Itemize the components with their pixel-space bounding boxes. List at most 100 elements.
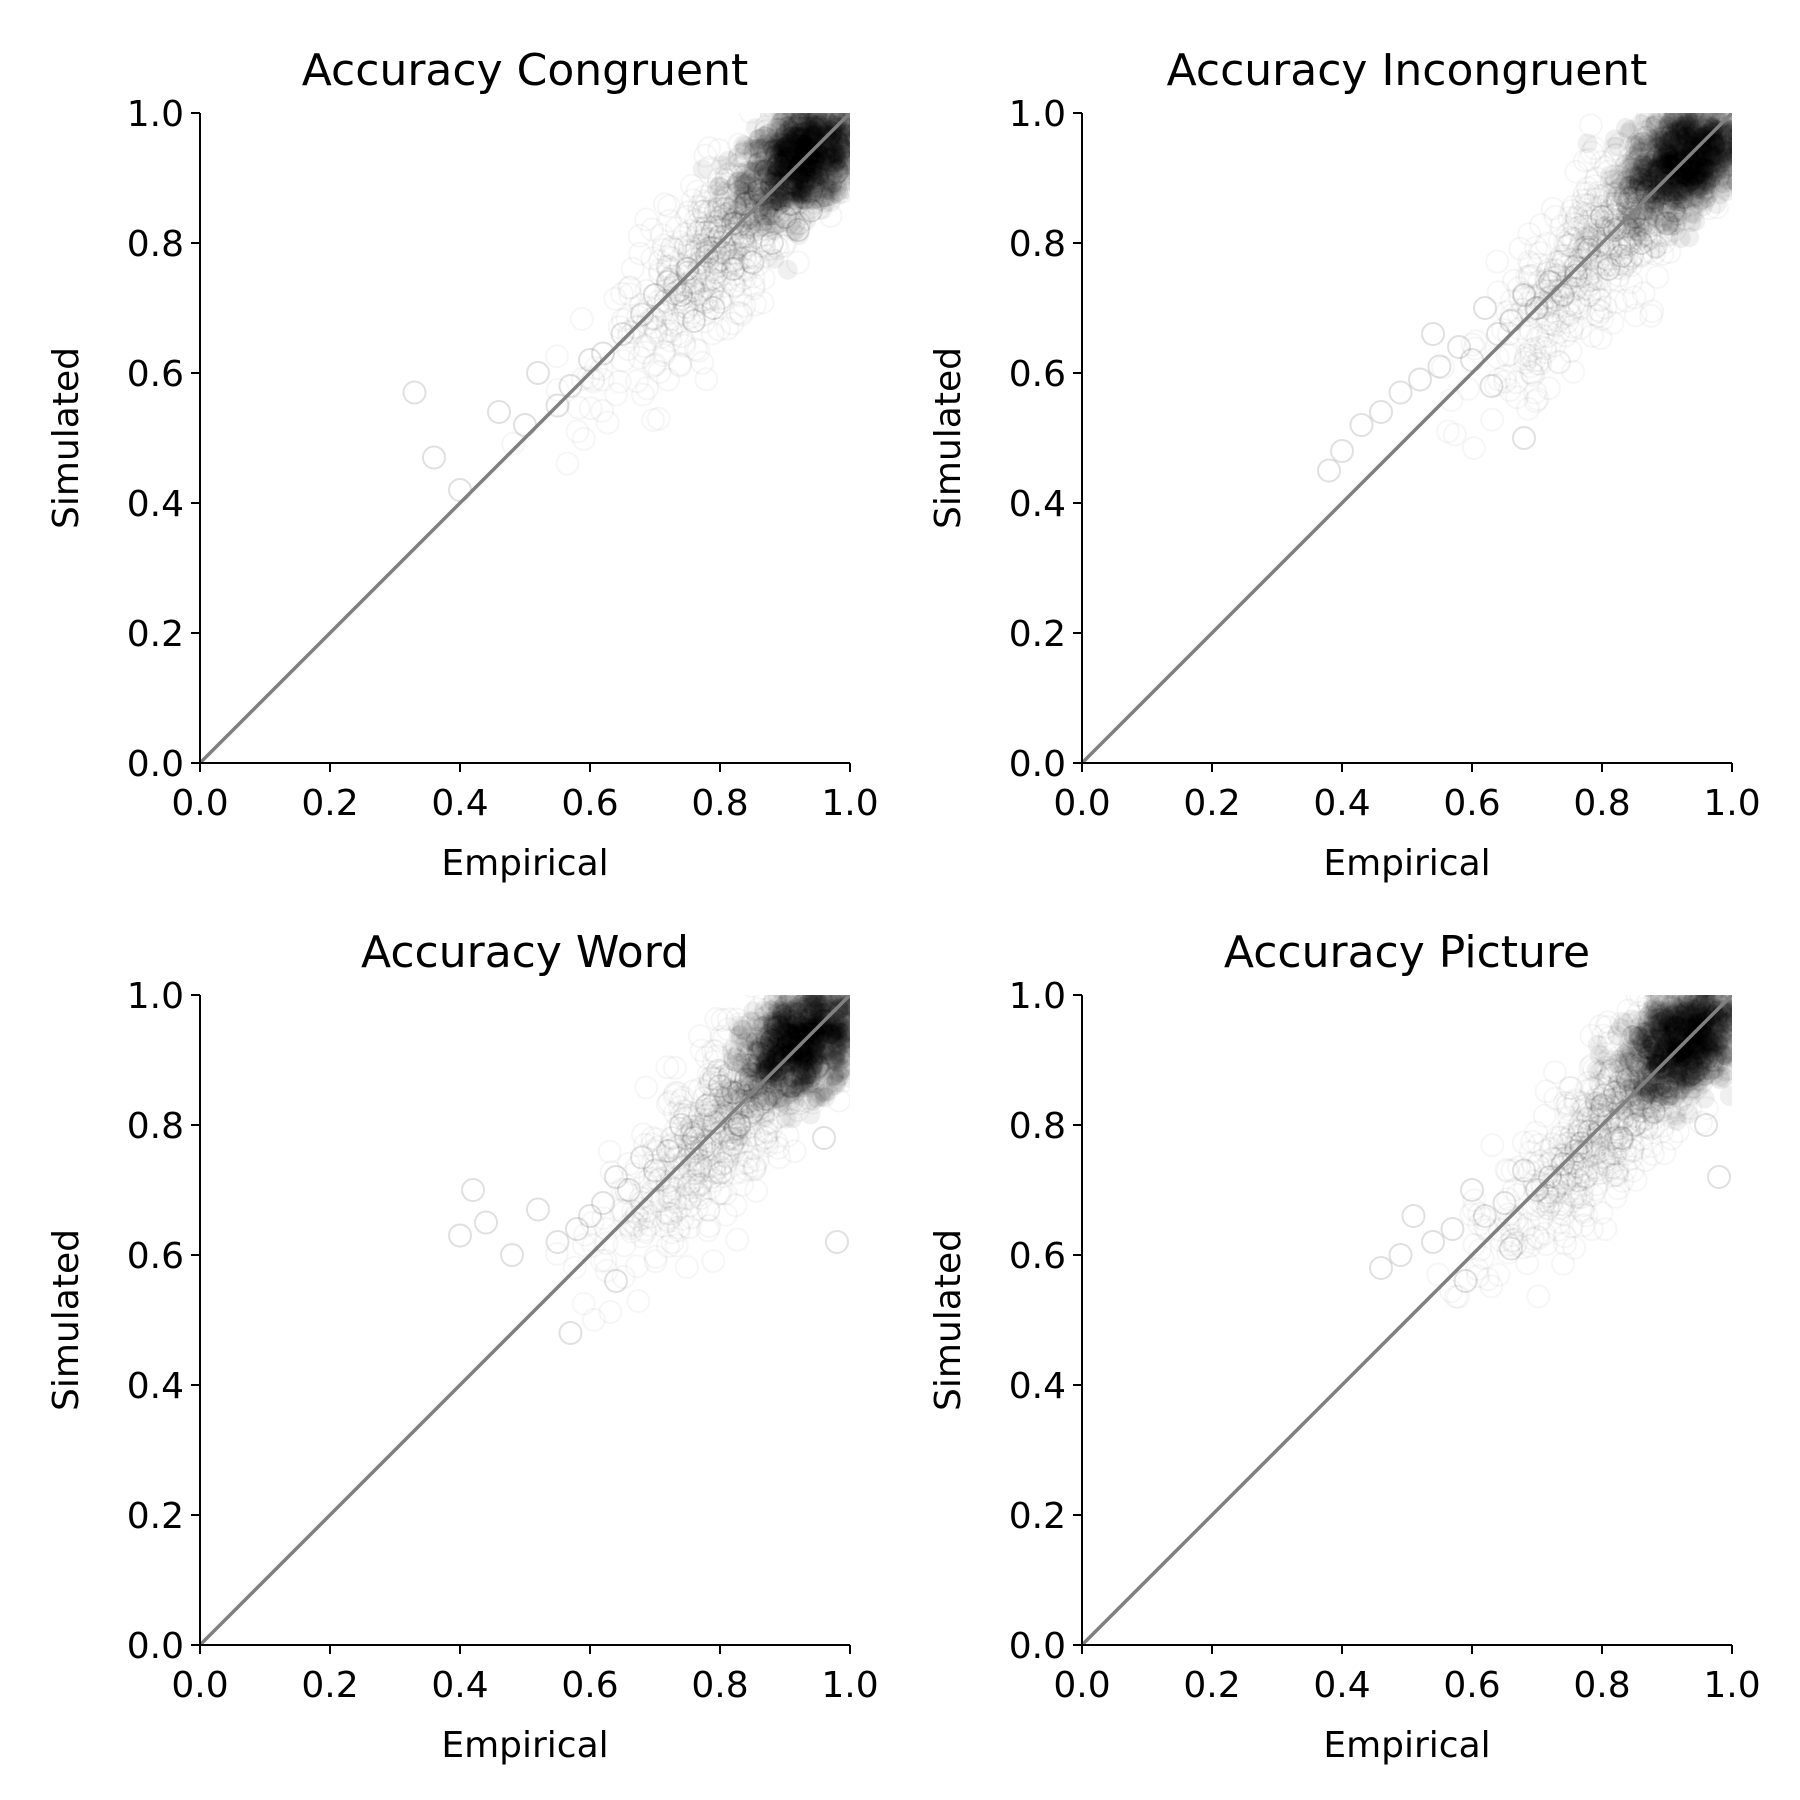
data-point xyxy=(1642,185,1666,210)
data-point xyxy=(1460,1178,1484,1202)
data-point xyxy=(1642,1100,1666,1124)
x-axis-label: Empirical xyxy=(1323,1725,1490,1766)
x-axis-label: Empirical xyxy=(441,843,608,884)
data-point xyxy=(487,400,511,424)
data-point xyxy=(760,231,784,255)
identity-line xyxy=(1082,113,1732,763)
data-point xyxy=(812,146,836,171)
y-axis-label: Simulated xyxy=(46,1229,87,1411)
data-point xyxy=(1453,1269,1478,1293)
data-point xyxy=(617,1178,641,1202)
data-point xyxy=(1447,335,1471,359)
data-point xyxy=(779,1074,804,1098)
x-tick-label: 0.0 xyxy=(1053,783,1110,824)
data-point xyxy=(1590,1093,1614,1118)
plot-area xyxy=(200,113,850,763)
data-point xyxy=(422,445,446,470)
x-tick-label: 0.0 xyxy=(171,1665,228,1706)
data-point xyxy=(1674,127,1699,151)
y-tick-label: 0.0 xyxy=(127,1626,184,1667)
plot-area xyxy=(200,995,850,1645)
x-axis-label: Empirical xyxy=(1323,843,1490,884)
y-tick-label: 0.8 xyxy=(127,1106,184,1147)
data-point xyxy=(565,1217,589,1241)
data-point xyxy=(1564,1139,1588,1163)
data-point xyxy=(740,1100,765,1124)
data-point xyxy=(825,159,849,184)
y-tick-label: 0.6 xyxy=(1009,354,1066,395)
data-point xyxy=(461,1178,485,1202)
data-point xyxy=(799,198,823,223)
data-point xyxy=(1661,198,1686,223)
data-point xyxy=(1479,374,1504,398)
x-tick-label: 0.6 xyxy=(1443,1665,1500,1706)
data-point xyxy=(734,1067,758,1092)
data-point xyxy=(1635,179,1660,203)
plot-area xyxy=(1082,113,1732,763)
y-tick-label: 0.2 xyxy=(127,1496,184,1537)
x-tick-label: 1.0 xyxy=(821,783,878,824)
data-point xyxy=(786,127,810,151)
y-tick-label: 0.4 xyxy=(127,484,184,525)
plot-area xyxy=(1082,995,1732,1645)
data-point xyxy=(1401,1204,1426,1228)
x-axis-label: Empirical xyxy=(441,1725,608,1766)
y-tick-label: 0.2 xyxy=(1009,614,1066,655)
data-point xyxy=(1596,257,1621,281)
data-point xyxy=(558,1321,583,1345)
data-point xyxy=(630,1145,654,1170)
x-tick-label: 0.2 xyxy=(1183,1665,1240,1706)
x-tick-label: 0.4 xyxy=(431,783,488,824)
x-tick-label: 0.6 xyxy=(561,1665,618,1706)
data-point xyxy=(1603,218,1627,242)
chart-panel-2: 0.0 0.2 0.4 0.6 0.8 1.0 0.0 0.2 0.4 0.6 0.8 1.0 Accu… xyxy=(928,45,1761,884)
data-point xyxy=(825,1230,849,1254)
data-point xyxy=(474,1210,498,1235)
data-point xyxy=(786,1035,810,1059)
identity-line xyxy=(1082,995,1732,1645)
y-tick-label: 0.6 xyxy=(127,1236,184,1277)
data-point xyxy=(701,296,726,320)
data-point xyxy=(1629,231,1653,255)
data-point xyxy=(591,1191,615,1215)
y-tick-label: 0.0 xyxy=(1009,1626,1066,1667)
y-tick-label: 0.6 xyxy=(127,354,184,395)
y-tick-label: 0.4 xyxy=(1009,1366,1066,1407)
data-point xyxy=(1421,1230,1445,1254)
data-point xyxy=(1648,1054,1673,1079)
data-point xyxy=(1629,172,1653,197)
data-point xyxy=(695,244,719,268)
x-tick-label: 0.0 xyxy=(1053,1665,1110,1706)
data-point xyxy=(1635,1035,1660,1059)
x-tick-label: 1.0 xyxy=(821,1665,878,1706)
data-point xyxy=(1681,1061,1705,1085)
data-point xyxy=(1668,153,1692,177)
identity-line xyxy=(200,995,850,1645)
data-point xyxy=(1551,1152,1575,1176)
data-point xyxy=(708,1074,732,1098)
data-point xyxy=(1622,205,1647,229)
chart-title: Accuracy Picture xyxy=(1224,927,1590,978)
y-tick-label: 0.8 xyxy=(127,224,184,265)
data-point xyxy=(1408,367,1432,392)
chart-panel-1: 0.0 0.2 0.4 0.6 0.8 1.0 0.0 0.2 0.4 0.6 0.8 1.0 Accu… xyxy=(46,45,879,884)
data-point xyxy=(805,166,830,190)
data-point xyxy=(760,1028,784,1053)
data-point xyxy=(558,374,583,398)
data-point xyxy=(773,205,797,229)
data-point xyxy=(643,1158,667,1183)
x-tick-label: 1.0 xyxy=(1703,1665,1760,1706)
data-point xyxy=(1525,1178,1549,1202)
data-point xyxy=(747,1041,771,1066)
data-point xyxy=(740,250,765,275)
data-point xyxy=(1388,380,1413,405)
data-point xyxy=(1512,426,1536,450)
chart-panel-3: 0.0 0.2 0.4 0.6 0.8 1.0 0.0 0.2 0.4 0.6 0.8 1.0 Accu… xyxy=(46,927,879,1766)
y-axis-label: Simulated xyxy=(928,1229,969,1411)
data-point xyxy=(1427,354,1452,379)
data-point xyxy=(799,1022,823,1046)
data-point xyxy=(1369,400,1393,424)
data-point xyxy=(1512,283,1536,307)
y-tick-label: 1.0 xyxy=(1009,94,1066,135)
